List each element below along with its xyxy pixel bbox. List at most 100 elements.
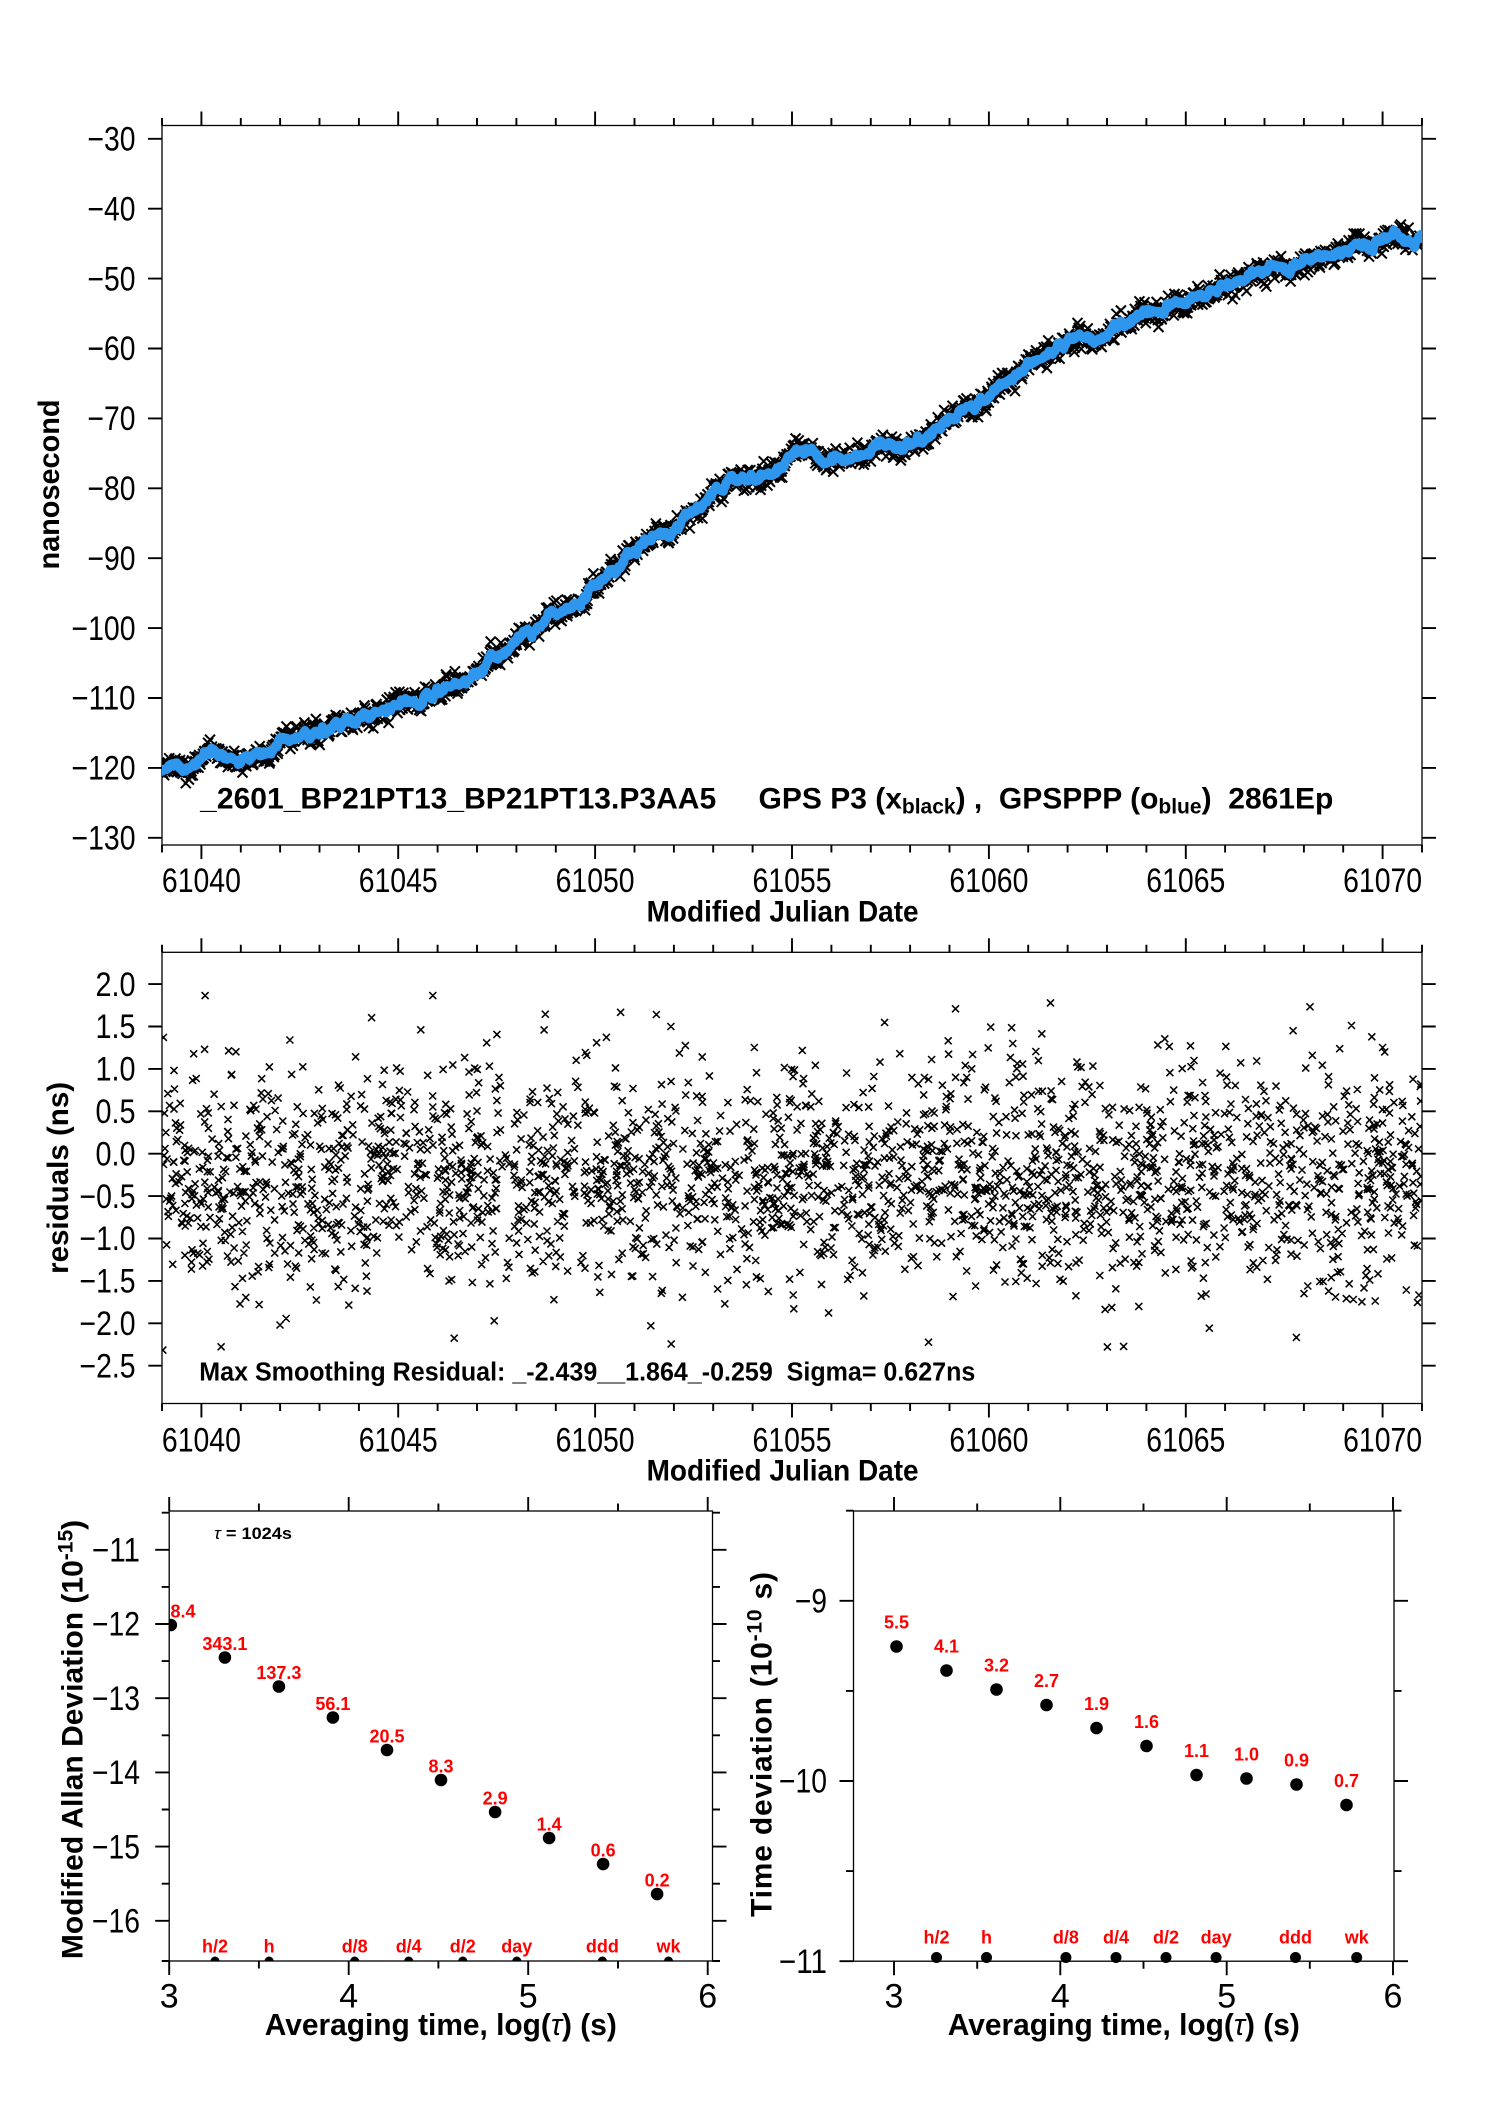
svg-text:61040: 61040 — [162, 1422, 241, 1460]
svg-text:−16: −16 — [92, 1903, 140, 1941]
svg-text:−110: −110 — [72, 680, 136, 718]
svg-text:61060: 61060 — [949, 1422, 1028, 1460]
svg-text:0.6: 0.6 — [591, 1841, 616, 1861]
svg-text:1.0: 1.0 — [1234, 1745, 1259, 1765]
svg-text:8.3: 8.3 — [428, 1757, 453, 1777]
svg-text:_2601_BP21PT13_BP21PT13.P3AA5: _2601_BP21PT13_BP21PT13.P3AA5 — [199, 783, 716, 816]
svg-text:2.7: 2.7 — [1034, 1671, 1059, 1691]
svg-text:h/2: h/2 — [202, 1937, 228, 1957]
svg-text:343.1: 343.1 — [202, 1634, 247, 1654]
svg-text:d/8: d/8 — [1053, 1927, 1079, 1947]
svg-text:61065: 61065 — [1146, 862, 1225, 900]
svg-text:6: 6 — [1384, 1978, 1403, 2016]
svg-text:−50: −50 — [88, 260, 136, 298]
svg-text:Averaging time, log(τ) (s): Averaging time, log(τ) (s) — [265, 2007, 617, 2042]
svg-text:d/2: d/2 — [1153, 1927, 1179, 1947]
svg-text:4: 4 — [1051, 1978, 1070, 2016]
svg-text:2.0: 2.0 — [96, 966, 136, 1004]
svg-text:d/4: d/4 — [1103, 1927, 1129, 1947]
svg-text:3.2: 3.2 — [984, 1656, 1009, 1676]
svg-text:h: h — [264, 1937, 275, 1957]
svg-text:4.1: 4.1 — [934, 1637, 959, 1657]
svg-text:8.4: 8.4 — [170, 1602, 195, 1622]
svg-text:τ = 1024s: τ = 1024s — [214, 1524, 292, 1543]
svg-text:61055: 61055 — [753, 862, 832, 900]
svg-text:0.7: 0.7 — [1334, 1771, 1359, 1791]
svg-text:GPS P3 (x: GPS P3 (x — [759, 783, 903, 816]
svg-text:−1.0: −1.0 — [80, 1220, 136, 1258]
svg-text:nanosecond: nanosecond — [33, 400, 66, 570]
svg-text:1.1: 1.1 — [1184, 1741, 1209, 1761]
svg-text:3: 3 — [160, 1978, 179, 2016]
svg-text:Modified Julian Date: Modified Julian Date — [647, 1455, 919, 1488]
svg-text:d/4: d/4 — [396, 1937, 422, 1957]
svg-text:−11: −11 — [779, 1943, 827, 1981]
svg-text:−9: −9 — [795, 1583, 827, 1621]
svg-text:1.6: 1.6 — [1134, 1712, 1159, 1732]
svg-text:ddd: ddd — [1279, 1927, 1312, 1947]
svg-text:Modified Julian Date: Modified Julian Date — [647, 896, 919, 929]
svg-text:61045: 61045 — [359, 1422, 438, 1460]
svg-text:−13: −13 — [92, 1680, 140, 1718]
svg-text:Max Smoothing Residual: _-2.43: Max Smoothing Residual: _-2.439__1.864_-… — [199, 1359, 975, 1387]
svg-text:) , GPSPPP (o: ) , GPSPPP (o — [956, 783, 1159, 816]
svg-text:61070: 61070 — [1343, 1422, 1422, 1460]
svg-text:Averaging time, log(τ) (s): Averaging time, log(τ) (s) — [948, 2007, 1300, 2042]
svg-text:61045: 61045 — [359, 862, 438, 900]
svg-text:2.9: 2.9 — [483, 1789, 508, 1809]
svg-text:5.5: 5.5 — [884, 1613, 909, 1633]
svg-text:−100: −100 — [72, 610, 136, 648]
svg-text:−12: −12 — [92, 1606, 140, 1644]
svg-text:0.2: 0.2 — [645, 1871, 670, 1891]
svg-text:−70: −70 — [88, 400, 136, 438]
svg-text:blue: blue — [1158, 796, 1201, 819]
svg-text:61050: 61050 — [556, 862, 635, 900]
svg-text:1.9: 1.9 — [1084, 1694, 1109, 1714]
svg-text:−15: −15 — [92, 1828, 140, 1866]
svg-text:20.5: 20.5 — [369, 1727, 404, 1747]
svg-text:−60: −60 — [88, 330, 136, 368]
svg-text:61040: 61040 — [162, 862, 241, 900]
svg-text:61050: 61050 — [556, 1422, 635, 1460]
svg-text:−40: −40 — [88, 190, 136, 228]
svg-text:61070: 61070 — [1343, 862, 1422, 900]
svg-text:h/2: h/2 — [923, 1927, 949, 1947]
svg-text:1.5: 1.5 — [96, 1008, 136, 1046]
svg-text:0.9: 0.9 — [1284, 1751, 1309, 1771]
svg-text:Modified Allan Deviation (10-1: Modified Allan Deviation (10-15) — [55, 1520, 90, 1959]
svg-text:d/8: d/8 — [342, 1937, 368, 1957]
svg-text:black: black — [902, 796, 956, 819]
svg-text:−130: −130 — [72, 820, 136, 858]
svg-text:d/2: d/2 — [450, 1937, 476, 1957]
svg-text:1.4: 1.4 — [537, 1815, 562, 1835]
svg-text:wk: wk — [1344, 1927, 1370, 1947]
svg-text:ddd: ddd — [586, 1937, 619, 1957]
svg-text:−2.5: −2.5 — [80, 1347, 136, 1385]
svg-text:day: day — [1201, 1927, 1232, 1947]
svg-text:) 2861Ep: ) 2861Ep — [1202, 783, 1334, 816]
svg-text:wk: wk — [655, 1937, 681, 1957]
svg-text:56.1: 56.1 — [315, 1694, 350, 1714]
svg-text:−30: −30 — [88, 121, 136, 159]
svg-text:−0.5: −0.5 — [80, 1178, 136, 1216]
svg-text:−2.0: −2.0 — [80, 1305, 136, 1343]
svg-text:1.0: 1.0 — [96, 1051, 136, 1089]
svg-text:−1.5: −1.5 — [80, 1263, 136, 1301]
svg-text:−10: −10 — [779, 1763, 827, 1801]
svg-text:61060: 61060 — [949, 862, 1028, 900]
svg-text:5: 5 — [519, 1978, 538, 2016]
svg-text:61065: 61065 — [1146, 1422, 1225, 1460]
svg-text:−11: −11 — [92, 1532, 140, 1570]
svg-text:−80: −80 — [88, 470, 136, 508]
svg-text:−90: −90 — [88, 540, 136, 578]
svg-text:day: day — [501, 1937, 532, 1957]
svg-text:61055: 61055 — [753, 1422, 832, 1460]
svg-text:137.3: 137.3 — [256, 1663, 301, 1683]
svg-text:3: 3 — [885, 1978, 904, 2016]
svg-text:6: 6 — [698, 1978, 717, 2016]
svg-text:h: h — [981, 1927, 992, 1947]
svg-text:4: 4 — [339, 1978, 358, 2016]
svg-text:0.5: 0.5 — [96, 1093, 136, 1131]
svg-text:residuals (ns): residuals (ns) — [42, 1082, 75, 1274]
svg-text:−120: −120 — [72, 750, 136, 788]
